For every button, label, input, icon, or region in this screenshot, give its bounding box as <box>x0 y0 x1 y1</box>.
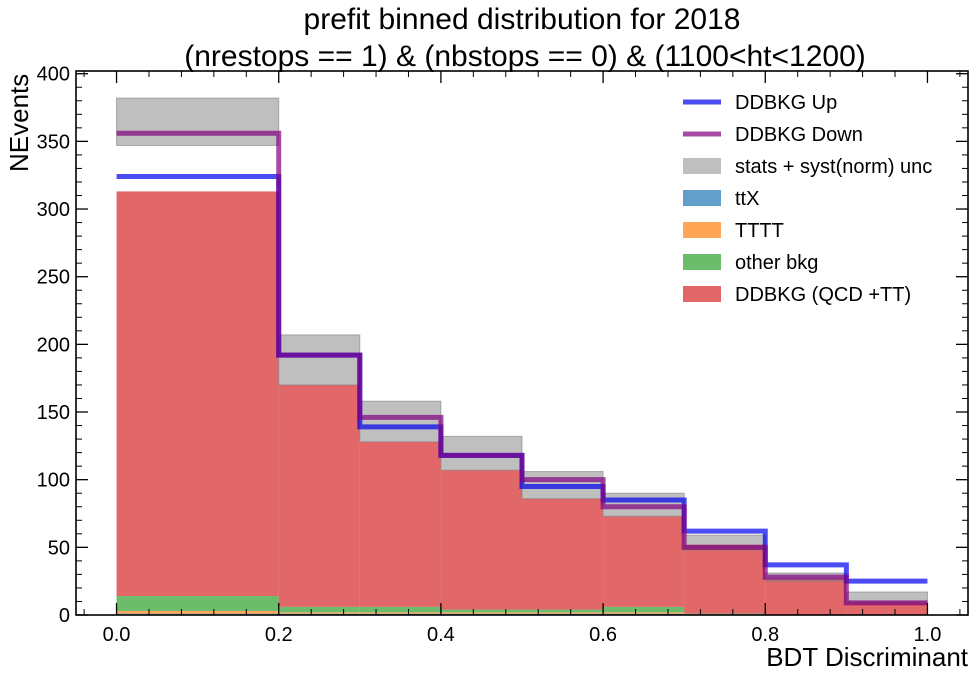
x-tick-label: 0.2 <box>265 624 293 646</box>
y-tick-label: 300 <box>37 199 70 221</box>
stack-bar-tttt-5 <box>603 612 685 614</box>
x-tick-label: 0.8 <box>751 624 779 646</box>
stack-bar-ddbkg-qcd-tt--3 <box>440 470 522 610</box>
stack-bar-tttt-2 <box>359 612 441 614</box>
chart-subtitle: (nrestops == 1) & (nbstops == 0) & (1100… <box>184 40 866 73</box>
step-line-layer <box>116 130 928 606</box>
legend-swatch-ddbkg-qcd-tt <box>683 286 721 302</box>
stack-layer <box>116 191 928 615</box>
y-tick-label: 150 <box>37 402 70 424</box>
chart-title: prefit binned distribution for 2018 <box>304 3 741 36</box>
legend-label-ddbkg-qcd-tt: DDBKG (QCD +TT) <box>735 284 911 306</box>
tick-layer: 0.0 0.2 0.4 0.6 0.8 1.0 0 50 100 150 200 250 300 350 4… <box>37 64 968 646</box>
x-tick-label: 1.0 <box>914 624 942 646</box>
stack-bar-tttt-3 <box>440 612 522 614</box>
legend-label-ttx: ttX <box>735 188 759 210</box>
y-axis-label: NEvents <box>4 74 34 172</box>
legend-swatch-ttx <box>683 190 721 206</box>
stack-bar-other-bkg-1 <box>278 606 360 613</box>
step-line-ddbkg-down <box>116 130 928 606</box>
legend-swatch-other-bkg <box>683 254 721 270</box>
stack-bar-ddbkg-qcd-tt--7 <box>765 578 847 615</box>
legend-label-ddbkg-down: DDBKG Down <box>735 124 863 146</box>
x-tick-label: 0.4 <box>427 624 455 646</box>
stack-bar-other-bkg-0 <box>116 596 279 611</box>
y-tick-label: 250 <box>37 267 70 289</box>
stack-bar-ddbkg-qcd-tt--4 <box>522 498 604 610</box>
legend-label-ddbkg-up: DDBKG Up <box>735 92 837 114</box>
plot-area <box>116 97 928 615</box>
stack-bar-ddbkg-qcd-tt--0 <box>116 191 279 597</box>
y-tick-label: 350 <box>37 131 70 153</box>
y-tick-label: 400 <box>37 64 70 86</box>
x-tick-label: 0.0 <box>103 624 131 646</box>
legend-label-other-bkg: other bkg <box>735 252 818 274</box>
legend-swatch-stats-syst-norm-unc <box>683 158 721 174</box>
y-tick-label: 0 <box>59 605 70 627</box>
stack-bar-ddbkg-qcd-tt--2 <box>359 441 441 607</box>
y-tick-label: 50 <box>48 537 70 559</box>
stack-bar-other-bkg-2 <box>359 606 441 613</box>
legend-label-stats-syst-norm-unc: stats + syst(norm) unc <box>735 156 932 178</box>
stack-bar-ddbkg-qcd-tt--5 <box>603 516 685 607</box>
stack-bar-other-bkg-5 <box>603 606 685 613</box>
y-tick-label: 200 <box>37 334 70 356</box>
x-tick-label: 0.6 <box>589 624 617 646</box>
legend-swatch-tttt <box>683 222 721 238</box>
stack-bar-other-bkg-4 <box>522 609 604 613</box>
stack-bar-tttt-4 <box>522 612 604 614</box>
stack-bar-ddbkg-qcd-tt--6 <box>684 544 766 614</box>
plot-frame <box>75 70 969 616</box>
x-axis-label: BDT Discriminant <box>766 642 969 672</box>
stack-bar-other-bkg-3 <box>440 609 522 613</box>
stack-bar-ddbkg-qcd-tt--1 <box>278 384 360 607</box>
stack-bar-tttt-0 <box>116 610 279 614</box>
stack-bar-tttt-1 <box>278 612 360 614</box>
legend-label-tttt: TTTT <box>735 220 784 242</box>
y-tick-label: 100 <box>37 470 70 492</box>
uncertainty-band-0 <box>116 97 280 146</box>
uncertainty-band-1 <box>278 334 361 386</box>
uncertainty-band-2 <box>359 400 442 443</box>
legend: DDBKG Up DDBKG Down stats + syst(norm) unc… <box>683 92 932 306</box>
